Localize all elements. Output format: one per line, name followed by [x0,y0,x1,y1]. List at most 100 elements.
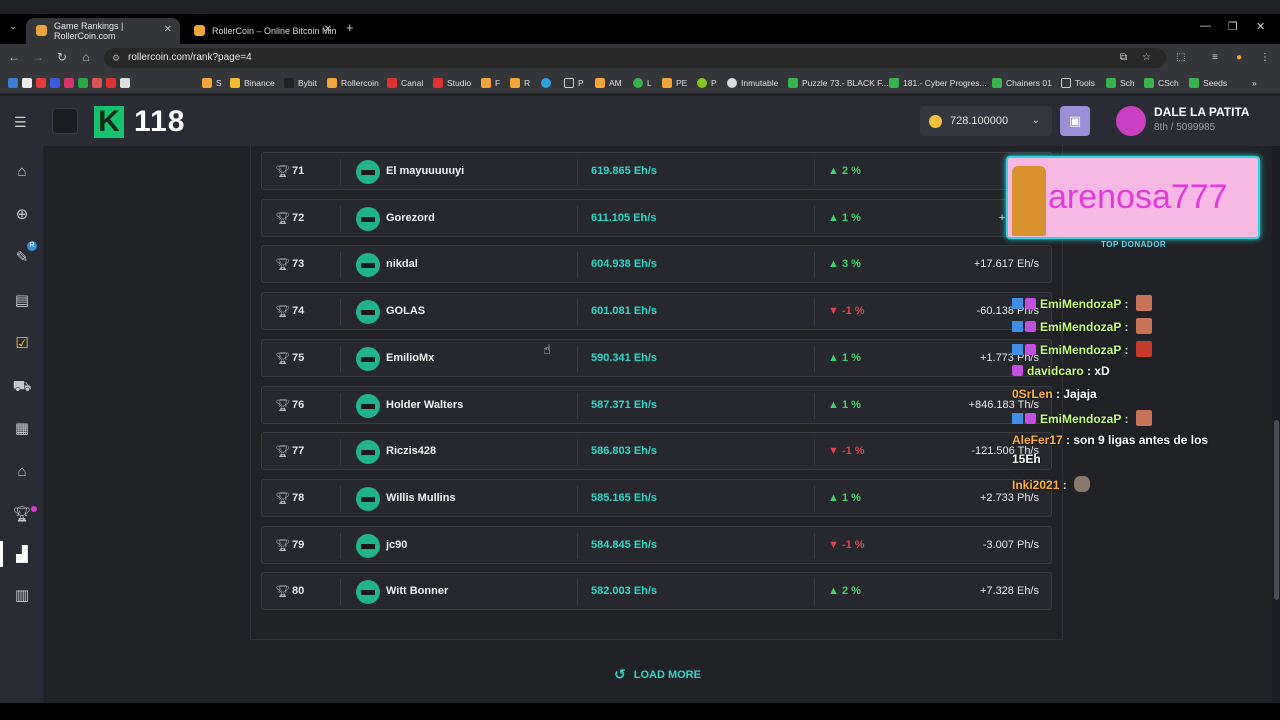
bookmark-s[interactable]: S [202,77,222,89]
bookmark-am[interactable]: AM [595,77,622,89]
ranking-row[interactable]: 🏆︎ 75 EmilioMx 590.341 Eh/s ▲ 1 % +1.773 Ph/s [261,338,1052,377]
new-tab-icon[interactable]: + [346,20,354,35]
chat-username: EmiMendozaP [1040,297,1122,311]
pc-avatar[interactable] [52,108,78,134]
scrollbar-thumb[interactable] [1274,420,1279,600]
bookmark-binance[interactable]: Binance [230,77,275,89]
tab-rollercoin-miner[interactable]: RollerCoin – Online Bitcoin Min ✕ [184,18,340,44]
news-icon[interactable]: ▥ [14,587,30,604]
tab-game-rankings[interactable]: Game Rankings | RollerCoin.com ✕ [26,18,180,44]
player-name[interactable]: Gorezord [386,211,435,224]
ranking-row[interactable]: 🏆︎ 74 GOLAS 601.081 Eh/s ▼ -1 % -60.138 Ph/s [261,292,1052,331]
bookmark-sch[interactable]: Sch [1106,77,1135,89]
bookmark-puzzle[interactable]: Puzzle 73.- BLACK F... [788,77,888,89]
bookmark-bybit[interactable]: Bybit [284,77,317,89]
maximize-icon[interactable]: ❐ [1228,21,1238,33]
user-avatar[interactable] [1116,106,1146,136]
player-avatar[interactable] [356,253,380,278]
player-avatar[interactable] [356,346,380,371]
bookmark-cyber[interactable]: 181.- Cyber Progres... [889,77,987,89]
player-name[interactable]: GOLAS [386,305,426,318]
bookmark-inmutable[interactable]: Inmutable [727,77,778,89]
close-window-icon[interactable]: ✕ [1256,21,1266,33]
tab-search-icon[interactable]: ⌄ [9,21,17,31]
rankings-icon[interactable]: ▟ [16,546,28,563]
minimize-icon[interactable]: — [1200,20,1211,32]
bookmark-folder-p[interactable]: P [564,77,584,89]
trophy-icon[interactable]: 🏆︎ [12,506,32,523]
player-avatar[interactable] [356,440,380,465]
home-icon[interactable]: ⌂ [17,163,27,180]
wallet-button[interactable]: ▣ [1060,106,1090,136]
player-name[interactable]: Riczis428 [386,445,437,458]
shop-icon[interactable]: ⌂ [17,463,27,480]
player-name[interactable]: EmilioMx [386,351,435,364]
bookmark-icon-group[interactable] [8,77,134,89]
bookmark-star-icon[interactable]: ☆ [1142,52,1151,63]
bookmark-r[interactable]: R [510,77,530,89]
bookmark-tools[interactable]: Tools [1061,77,1095,89]
reload-icon[interactable]: ↻ [56,50,68,64]
bookmark-telegram[interactable] [541,77,555,89]
player-avatar[interactable] [356,533,380,558]
bookmark-csch[interactable]: CSch [1144,77,1179,89]
balance-dropdown[interactable]: 728.100000 ⌄ [920,106,1052,136]
cart-icon[interactable]: ⛟ [12,378,32,395]
divider [340,205,341,232]
power-delta: -60.138 Ph/s [976,305,1039,318]
bookmark-p[interactable]: P [697,77,717,89]
back-icon[interactable]: ← [8,50,20,64]
player-avatar[interactable] [356,300,380,325]
site-info-icon[interactable]: ⚙ [112,53,121,63]
close-tab-icon[interactable]: ✕ [323,24,332,35]
tab-title: Game Rankings | RollerCoin.com [54,21,124,41]
home-icon[interactable]: ⌂ [82,50,90,64]
bookmark-l[interactable]: L [633,77,652,89]
user-name[interactable]: DALE LA PATITA [1154,105,1250,119]
referral-icon[interactable]: ✎ [15,249,29,266]
power-delta: +7.328 Eh/s [979,585,1039,598]
player-name[interactable]: nikdal [386,258,418,271]
ranking-row[interactable]: 🏆︎ 79 jc90 584.845 Eh/s ▼ -1 % -3.007 Ph/s [261,525,1052,564]
player-avatar[interactable] [356,580,380,605]
bookmark-canal[interactable]: Canal [387,77,423,89]
tasks-icon[interactable]: ☑ [15,335,29,352]
player-avatar[interactable] [356,393,380,418]
player-name[interactable]: Holder Walters [386,398,464,411]
menu-toggle-icon[interactable]: ☰ [14,114,27,130]
ranking-row[interactable]: 🏆︎ 76 Holder Walters 587.371 Eh/s ▲ 1 % +846.… [261,385,1052,424]
media-icon[interactable]: ≡ [1212,52,1218,63]
close-tab-icon[interactable]: ✕ [163,24,172,35]
bookmark-chainers[interactable]: Chainers 01 [992,77,1052,89]
bookmark-pe[interactable]: PE [662,77,687,89]
player-name[interactable]: Witt Bonner [386,585,449,598]
player-name[interactable]: Willis Mullins [386,491,456,504]
menu-icon[interactable]: ⋮ [1260,52,1270,63]
marketplace-icon[interactable]: ▦ [14,420,30,437]
ranking-row[interactable]: 🏆︎ 77 Riczis428 586.803 Eh/s ▼ -1 % -121.506 … [261,432,1052,471]
player-avatar[interactable] [356,160,380,184]
player-name[interactable]: El mayuuuuuyi [386,165,465,177]
inventory-icon[interactable]: ▤ [14,292,30,309]
player-avatar[interactable] [356,206,380,231]
gamepad-icon[interactable]: ⊕ [15,206,29,223]
bookmark-seeds[interactable]: Seeds [1189,77,1227,89]
ranking-row[interactable]: 🏆︎ 73 nikdal 604.938 Eh/s ▲ 3 % +17.617 Eh/s [261,245,1052,284]
ranking-row[interactable]: 🏆︎ 78 Willis Mullins 585.165 Eh/s ▲ 1 % +2.73… [261,478,1052,517]
extensions-icon[interactable]: ⬚ [1176,52,1186,63]
load-more-button[interactable]: ↺ LOAD MORE [614,666,701,683]
player-name[interactable]: jc90 [386,538,408,551]
extension-icon[interactable]: ● [1236,52,1243,63]
player-avatar[interactable] [356,486,380,511]
address-bar[interactable]: ⚙ rollercoin.com/rank?page=4 [104,48,1166,68]
forward-icon[interactable]: → [32,50,44,64]
bookmark-f[interactable]: F [481,77,500,89]
rank-number: 78 [292,491,305,504]
bookmark-rollercoin[interactable]: Rollercoin [327,77,379,89]
ranking-row[interactable]: 🏆︎ 80 Witt Bonner 582.003 Eh/s ▲ 2 % +7.328 E… [261,572,1052,611]
bookmarks-overflow-icon[interactable]: » [1252,78,1257,88]
bookmark-studio[interactable]: Studio [433,77,471,89]
install-app-icon[interactable]: ⧉ [1120,52,1128,63]
